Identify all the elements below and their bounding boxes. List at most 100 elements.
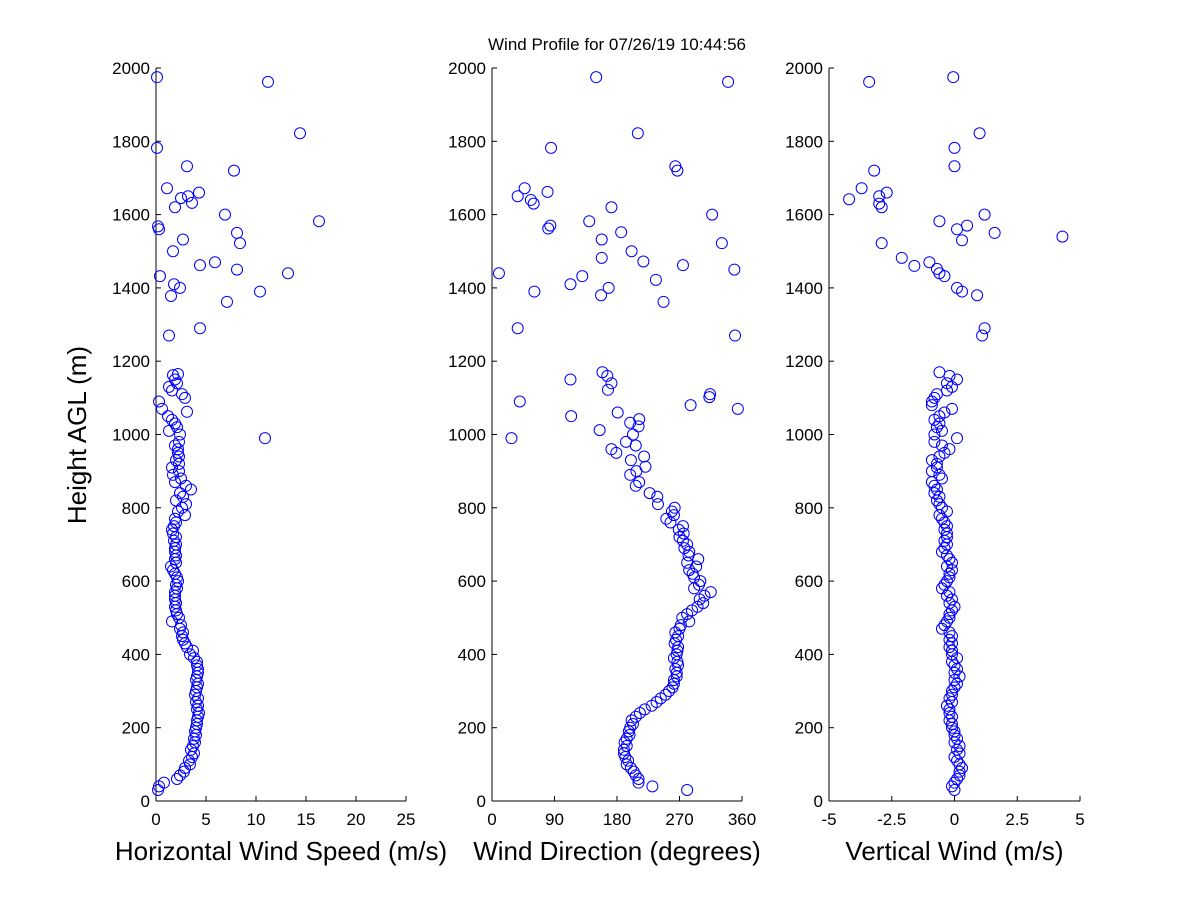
speed-y-tick-label: 2000	[112, 59, 150, 78]
direction-data-point	[663, 685, 676, 698]
speed-data-point	[173, 611, 185, 624]
speed-y-tick-label: 0	[141, 792, 150, 811]
vertical-data-point	[938, 534, 951, 547]
direction-data-point	[676, 534, 689, 547]
vertical-data-point	[1056, 230, 1069, 243]
direction-data-point	[564, 278, 577, 291]
speed-data-point	[219, 208, 231, 221]
speed-data-point	[166, 384, 178, 397]
direction-data-point	[651, 490, 664, 503]
speed-data-point	[166, 461, 178, 474]
direction-data-point	[583, 215, 596, 228]
speed-data-point	[188, 652, 200, 665]
direction-data-point	[632, 420, 645, 433]
speed-data-point	[221, 295, 233, 308]
speed-data-point	[175, 192, 187, 205]
speed-y-tick-label: 1200	[112, 352, 150, 371]
speed-x-axis-title: Horizontal Wind Speed (m/s)	[115, 836, 447, 866]
direction-data-point	[673, 531, 686, 544]
direction-data-point	[505, 432, 518, 445]
speed-data-point	[169, 439, 181, 452]
direction-data-point	[511, 190, 524, 203]
direction-data-point	[632, 773, 645, 786]
speed-data-point	[152, 784, 164, 797]
speed-data-point	[182, 190, 194, 203]
direction-data-point	[492, 267, 505, 280]
vertical-data-point	[855, 182, 868, 195]
direction-x-tick-label: 0	[487, 810, 496, 829]
vertical-y-tick-label: 1400	[785, 279, 823, 298]
direction-data-point	[605, 201, 618, 214]
speed-data-point	[163, 329, 175, 342]
direction-data-point	[637, 255, 650, 268]
direction-data-point	[651, 498, 664, 511]
direction-data-point	[596, 366, 609, 379]
direction-data-point	[677, 527, 690, 540]
vertical-y-tick-label: 0	[814, 792, 823, 811]
vertical-data-point	[908, 259, 921, 272]
speed-data-point	[174, 622, 186, 635]
direction-data-point	[626, 428, 639, 441]
speed-y-tick-label: 400	[122, 645, 150, 664]
vertical-data-point	[928, 428, 941, 441]
vertical-data-point	[933, 417, 946, 430]
vertical-data-point	[943, 641, 956, 654]
vertical-data-point	[943, 633, 956, 646]
direction-data-point	[611, 406, 624, 419]
speed-data-point	[179, 509, 191, 522]
vertical-data-point	[935, 439, 948, 452]
direction-data-point	[690, 560, 703, 573]
direction-data-point	[632, 776, 645, 789]
vertical-data-point	[976, 329, 989, 342]
speed-data-point	[151, 141, 163, 154]
vertical-data-point	[943, 707, 956, 720]
speed-data-point	[173, 457, 185, 470]
direction-data-point	[601, 383, 614, 396]
direction-data-point	[602, 281, 615, 294]
direction-data-point	[703, 391, 716, 404]
direction-data-point	[704, 586, 717, 599]
vertical-data-point	[873, 197, 886, 210]
speed-data-point	[168, 278, 180, 291]
speed-data-point	[174, 769, 186, 782]
vertical-data-point	[948, 674, 961, 687]
vertical-data-point	[940, 699, 953, 712]
vertical-data-point	[948, 659, 961, 672]
vertical-data-point	[951, 743, 964, 756]
vertical-data-point	[923, 256, 936, 269]
speed-data-point	[259, 432, 271, 445]
speed-data-point	[186, 196, 198, 209]
direction-data-point	[728, 263, 741, 276]
vertical-data-point	[940, 615, 953, 628]
direction-x-tick-label: 360	[728, 810, 756, 829]
direction-data-point	[643, 487, 656, 500]
vertical-data-point	[951, 732, 964, 745]
direction-data-point	[676, 259, 689, 272]
vertical-data-point	[875, 237, 888, 250]
direction-data-point	[684, 399, 697, 412]
vertical-data-point	[938, 516, 951, 529]
direction-y-tick-label: 0	[477, 792, 486, 811]
direction-data-point	[629, 769, 642, 782]
vertical-data-point	[948, 160, 961, 173]
direction-data-point	[622, 725, 635, 738]
direction-x-tick-label: 270	[665, 810, 693, 829]
vertical-data-point	[945, 604, 958, 617]
speed-data-point	[177, 233, 189, 246]
vertical-data-point	[938, 523, 951, 536]
direction-data-point	[617, 743, 630, 756]
direction-data-point	[626, 718, 639, 731]
direction-data-point	[595, 251, 608, 264]
direction-data-point	[681, 784, 694, 797]
vertical-data-point	[971, 289, 984, 302]
direction-data-point	[646, 780, 659, 793]
vertical-x-axis-title: Vertical Wind (m/s)	[845, 836, 1063, 866]
direction-data-point	[667, 674, 680, 687]
speed-data-point	[294, 127, 306, 140]
direction-data-point	[605, 443, 618, 456]
direction-data-point	[619, 751, 632, 764]
vertical-data-point	[945, 721, 958, 734]
direction-data-point	[629, 479, 642, 492]
speed-y-tick-label: 200	[122, 719, 150, 738]
vertical-data-point	[938, 578, 951, 591]
